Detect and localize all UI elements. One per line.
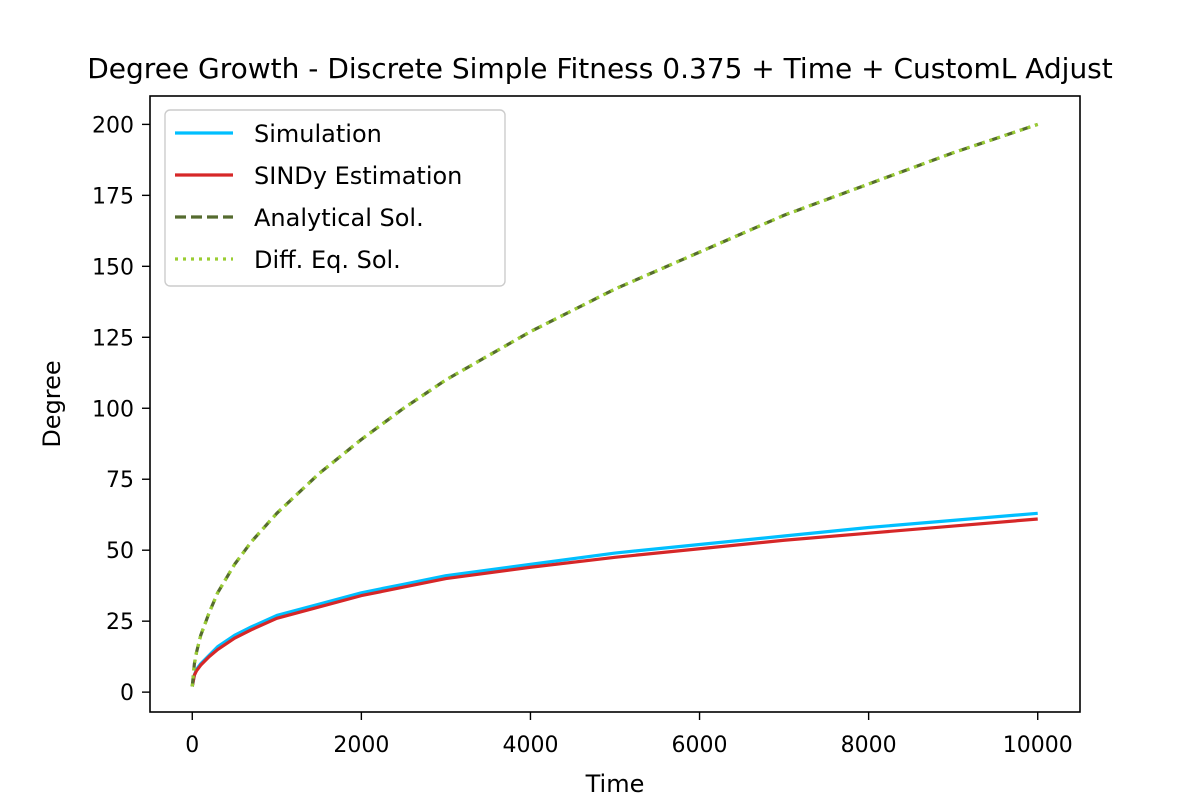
legend-entry-label: Simulation [254, 120, 382, 148]
legend-entry-label: SINDy Estimation [254, 162, 462, 190]
x-axis: 0 2000 4000 6000 8000 10000 [185, 712, 1073, 758]
y-tick-label: 75 [106, 468, 134, 493]
y-tick-label: 50 [106, 539, 134, 564]
y-axis: 0 25 50 75 100 125 150 175 200 [92, 113, 150, 706]
x-tick-label: 10000 [1003, 733, 1073, 758]
y-tick-label: 100 [92, 397, 134, 422]
y-tick-label: 200 [92, 113, 134, 138]
series-line-0 [190, 511, 1038, 687]
series-line-3 [190, 122, 1039, 687]
plot-frame [149, 95, 1081, 713]
x-axis-label: Time [585, 770, 645, 798]
y-tick-label: 0 [120, 681, 134, 706]
series-layer [190, 122, 1039, 687]
legend-box [164, 109, 506, 287]
chart-title: Degree Growth - Discrete Simple Fitness … [87, 52, 1113, 85]
x-tick-label: 6000 [672, 733, 728, 758]
legend: Simulation SINDy Estimation Analytical Sol… [164, 109, 506, 287]
y-tick-label: 150 [92, 255, 134, 280]
y-tick-label: 125 [92, 326, 134, 351]
legend-entry-label: Analytical Sol. [254, 204, 424, 232]
x-tick-label: 2000 [333, 733, 389, 758]
x-tick-label: 8000 [841, 733, 897, 758]
y-tick-label: 175 [92, 184, 134, 209]
x-tick-label: 0 [185, 733, 199, 758]
y-axis-label: Degree [38, 360, 66, 447]
y-tick-label: 25 [106, 610, 134, 635]
legend-entry-label: Diff. Eq. Sol. [254, 246, 401, 274]
series-line-1 [190, 517, 1038, 687]
x-tick-label: 4000 [502, 733, 558, 758]
